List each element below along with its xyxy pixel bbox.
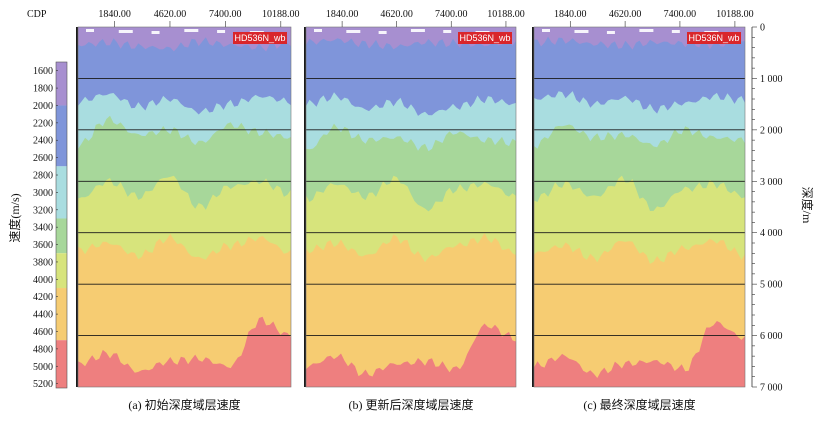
velocity-panel: 1840.00 4620.00 7400.00 10188.00 HD536N_wb (b… bbox=[304, 9, 525, 412]
noise-patch bbox=[184, 29, 199, 32]
colorbar-band bbox=[56, 218, 67, 254]
colorbar-band bbox=[56, 253, 67, 289]
velocity-panel: 1840.00 4620.00 7400.00 10188.00 HD536N_wb (a… bbox=[76, 9, 300, 412]
colorbar-tick-label: 3000 bbox=[33, 188, 53, 199]
cdp-tick-label: 1840.00 bbox=[326, 9, 359, 20]
cdp-tick-label: 1840.00 bbox=[98, 9, 131, 20]
depth-tick-label: 3 000 bbox=[760, 177, 783, 188]
panel-frame bbox=[77, 26, 292, 388]
cdp-tick-label: 4620.00 bbox=[154, 9, 187, 20]
panel-frame bbox=[305, 26, 517, 388]
colorbar-band bbox=[56, 288, 67, 341]
colorbar-tick-label: 1800 bbox=[33, 84, 53, 95]
panel-left-edge bbox=[532, 27, 534, 387]
colorbar-tick-label: 2000 bbox=[33, 101, 53, 112]
colorbar-tick-label: 4600 bbox=[33, 327, 53, 338]
label-badge bbox=[687, 32, 741, 44]
noise-patch bbox=[574, 30, 589, 33]
depth-axis: 0 1 000 2 000 3 000 4 000 5 000 6 000 7 000 bbox=[751, 23, 783, 394]
panel-caption: (b) 更新后深度域层速度 bbox=[349, 397, 474, 412]
depth-tick-label: 6 000 bbox=[760, 331, 783, 342]
depth-tick-label: 4 000 bbox=[760, 228, 783, 239]
colorbar-tick-label: 2200 bbox=[33, 118, 53, 129]
panel-left-edge bbox=[76, 27, 78, 387]
depth-tick-label: 1 000 bbox=[760, 74, 783, 85]
label-badge-text: HD536N_wb bbox=[688, 33, 739, 43]
noise-patch bbox=[151, 31, 160, 34]
colorbar-frame bbox=[55, 61, 68, 389]
cdp-tick-label: 4620.00 bbox=[609, 9, 642, 20]
colorbar-tick-label: 3800 bbox=[33, 257, 53, 268]
colorbar-tick-label: 3200 bbox=[33, 205, 53, 216]
label-badge-text: HD536N_wb bbox=[459, 33, 510, 43]
colorbar-tick-label: 2400 bbox=[33, 136, 53, 147]
noise-patch bbox=[542, 29, 550, 32]
colorbar-band bbox=[56, 105, 67, 167]
cdp-tick-label: 7400.00 bbox=[209, 9, 242, 20]
cdp-tick-label: 4620.00 bbox=[380, 9, 413, 20]
label-badge bbox=[458, 32, 512, 44]
colorbar-tick-label: 2800 bbox=[33, 171, 53, 182]
panel-caption: (a) 初始深度域层速度 bbox=[128, 397, 240, 412]
panels-container: 1840.00 4620.00 7400.00 10188.00 HD536N_wb (a… bbox=[76, 9, 754, 412]
colorbar-band bbox=[56, 62, 67, 106]
cdp-axis-title: CDP bbox=[27, 9, 47, 20]
colorbar-tick-label: 3600 bbox=[33, 240, 53, 251]
noise-patch bbox=[671, 30, 680, 33]
colorbar-band bbox=[56, 340, 67, 388]
cdp-tick-label: 7400.00 bbox=[664, 9, 697, 20]
colorbar-tick-label: 5200 bbox=[33, 379, 53, 390]
noise-patch bbox=[639, 29, 654, 32]
colorbar-tick-label: 1600 bbox=[33, 66, 53, 77]
noise-patch bbox=[410, 29, 425, 32]
cdp-tick-label: 10188.00 bbox=[487, 9, 525, 20]
noise-patch bbox=[86, 29, 94, 32]
label-badge bbox=[233, 32, 287, 44]
depth-axis-title: 深度/m bbox=[800, 187, 815, 224]
noise-patch bbox=[346, 30, 361, 33]
panel-frame bbox=[533, 26, 746, 388]
colorbar-tick-label: 5000 bbox=[33, 362, 53, 373]
velocity-band bbox=[534, 27, 745, 114]
colorbar-tick-label: 4200 bbox=[33, 292, 53, 303]
colorbar-tick-label: 3400 bbox=[33, 223, 53, 234]
velocity-colorbar-ticks: 1600 1800 2000 2200 2400 2600 2800 3000 3200 3400… bbox=[33, 66, 58, 390]
colorbar-tick-label: 4000 bbox=[33, 275, 53, 286]
noise-patch bbox=[606, 31, 615, 34]
depth-tick-label: 5 000 bbox=[760, 280, 783, 291]
depth-tick-label: 2 000 bbox=[760, 125, 783, 136]
panel-caption: (c) 最终深度域层速度 bbox=[583, 397, 695, 412]
noise-patch bbox=[217, 30, 226, 33]
noise-patch bbox=[443, 30, 452, 33]
colorbar-tick-label: 4400 bbox=[33, 310, 53, 321]
velocity-panel: 1840.00 4620.00 7400.00 10188.00 HD536N_wb (c… bbox=[532, 9, 754, 412]
panel-left-edge bbox=[304, 27, 306, 387]
depth-tick-label: 7 000 bbox=[760, 383, 783, 394]
noise-patch bbox=[378, 31, 387, 34]
cdp-tick-label: 10188.00 bbox=[716, 9, 754, 20]
cdp-tick-label: 7400.00 bbox=[435, 9, 468, 20]
velocity-band bbox=[306, 27, 516, 116]
cdp-tick-label: 1840.00 bbox=[554, 9, 587, 20]
noise-patch bbox=[118, 30, 133, 33]
label-badge-text: HD536N_wb bbox=[234, 33, 285, 43]
depth-tick-label: 0 bbox=[760, 23, 765, 34]
colorbar-band bbox=[56, 166, 67, 219]
velocity-colorbar bbox=[55, 61, 68, 389]
velocity-band bbox=[78, 27, 291, 115]
colorbar-tick-label: 4800 bbox=[33, 344, 53, 355]
cdp-tick-label: 10188.00 bbox=[262, 9, 300, 20]
colorbar-tick-label: 2600 bbox=[33, 153, 53, 164]
noise-patch bbox=[314, 29, 322, 32]
velocity-axis-title: 速度(m/s) bbox=[7, 193, 22, 242]
